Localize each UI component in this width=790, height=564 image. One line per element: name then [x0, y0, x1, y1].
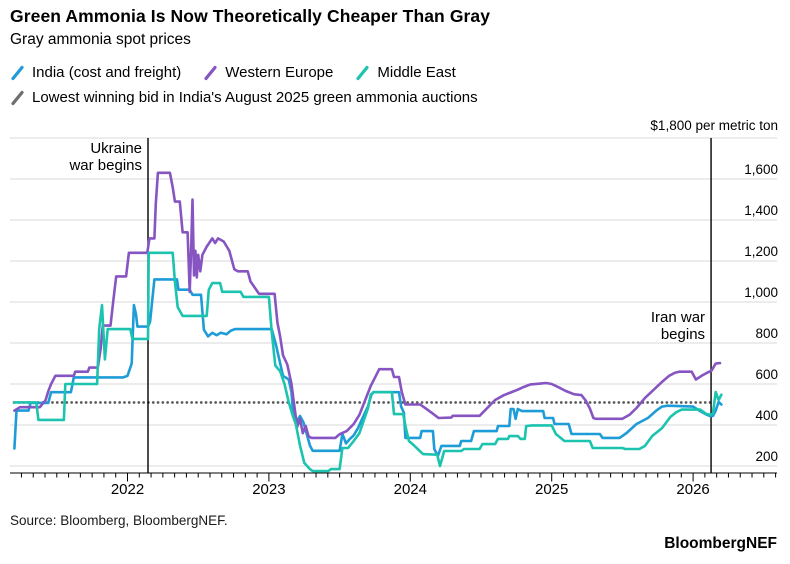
page-subtitle: Gray ammonia spot prices: [10, 31, 191, 48]
legend-label-threshold: Lowest winning bid in India's August 202…: [32, 89, 478, 106]
y-label-1000: 1,000: [744, 285, 778, 300]
western-europe-slash-icon: [203, 65, 218, 81]
series-line-western-europe: [13, 171, 722, 440]
event-annotation-line: war begins: [68, 157, 142, 174]
x-label-2025: 2025: [535, 481, 568, 498]
x-label-2022: 2022: [111, 481, 144, 498]
legend-row-threshold: Lowest winning bid in India's August 202…: [10, 89, 478, 106]
event-annotation-line: Iran war: [651, 309, 705, 326]
bloombergnef-logo: BloombergNEF: [664, 535, 777, 552]
threshold-slash-icon: [10, 90, 25, 106]
y-label-600: 600: [755, 367, 778, 382]
series-line-india-cost-and-freight: [13, 278, 723, 458]
legend-row-series: India (cost and freight) Western Europe …: [10, 64, 456, 81]
series-line-middle-east: [13, 251, 723, 473]
india-slash-icon: [10, 65, 25, 81]
y-label-400: 400: [755, 408, 778, 423]
middle-east-slash-icon: [355, 65, 370, 81]
y-label-800: 800: [755, 326, 778, 341]
legend-item-middle-east: Middle East: [355, 64, 456, 81]
legend-item-threshold: Lowest winning bid in India's August 202…: [10, 89, 478, 106]
legend-label-india: India (cost and freight): [32, 64, 182, 81]
y-label-1400: 1,400: [744, 203, 778, 218]
event-annotation-line: begins: [661, 326, 705, 343]
x-label-2023: 2023: [252, 481, 285, 498]
legend-label-middle-east: Middle East: [377, 64, 456, 81]
legend-item-india: India (cost and freight): [10, 64, 181, 81]
source-note: Source: Bloomberg, BloombergNEF.: [10, 513, 228, 528]
y-label-200: 200: [755, 449, 778, 464]
event-annotation-line: Ukraine: [90, 140, 142, 157]
x-label-2026: 2026: [676, 481, 709, 498]
page-title: Green Ammonia Is Now Theoretically Cheap…: [10, 6, 491, 26]
x-label-2024: 2024: [394, 481, 427, 498]
y-label-1600: 1,600: [744, 162, 778, 177]
legend-label-western-europe: Western Europe: [225, 64, 334, 81]
y-axis-unit-label: $1,800 per metric ton: [650, 118, 778, 133]
legend-item-western-europe: Western Europe: [203, 64, 333, 81]
y-label-1200: 1,200: [744, 244, 778, 259]
